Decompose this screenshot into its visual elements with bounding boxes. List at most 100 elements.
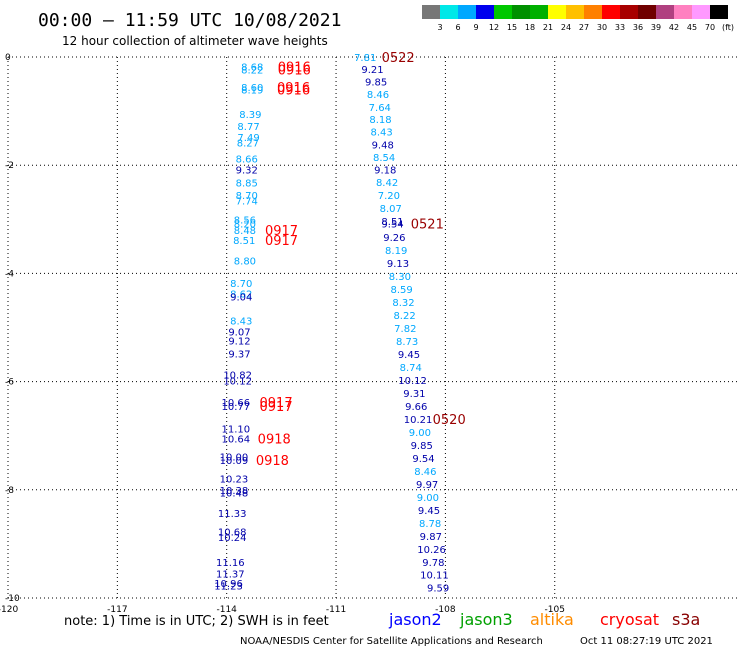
swh-value: 9.97 xyxy=(416,480,438,491)
swh-value: 9.18 xyxy=(374,166,396,177)
pass-time-label: 0917 xyxy=(260,400,293,415)
x-tick-label: -108 xyxy=(435,605,456,615)
pass-time-label: 0916 xyxy=(277,81,310,96)
colorbar-swatch xyxy=(422,5,440,19)
swh-value: 10.12 xyxy=(398,376,427,387)
colorbar-swatch xyxy=(512,5,530,19)
swh-value: 8.27 xyxy=(237,138,259,149)
swh-value: 10.64 xyxy=(221,434,250,445)
swh-value: 11.33 xyxy=(218,509,247,520)
swh-value: 10.24 xyxy=(218,533,247,544)
swh-value: 10.21 xyxy=(404,415,433,426)
y-tick-label: -6 xyxy=(5,378,14,388)
colorbar-label: 24 xyxy=(561,23,571,32)
colorbar-swatch xyxy=(710,5,728,19)
pass-time-label: 0917 xyxy=(265,224,298,239)
swh-value: 11.16 xyxy=(216,558,245,569)
data-marks: 7.819.219.858.467.648.188.439.488.549.18… xyxy=(214,51,466,595)
swh-value: 8.46 xyxy=(414,467,436,478)
pass-time-label: 0916 xyxy=(278,61,311,76)
colorbar-label: 30 xyxy=(597,23,607,32)
swh-value: 11.10 xyxy=(221,425,250,436)
swh-value: 8.56 xyxy=(234,215,256,226)
colorbar-label: 3 xyxy=(437,23,442,32)
colorbar-label: 42 xyxy=(669,23,679,32)
chart-title: 00:00 – 11:59 UTC 10/08/2021 xyxy=(38,10,341,31)
timestamp: Oct 11 08:27:19 UTC 2021 xyxy=(580,636,713,647)
swh-value: 9.00 xyxy=(409,428,431,439)
x-tick-label: -111 xyxy=(326,605,346,615)
colorbar-label: 45 xyxy=(687,23,697,32)
swh-value: 8.07 xyxy=(380,204,402,215)
mission-legend-item: altika xyxy=(530,610,574,629)
swh-value: 7.81 xyxy=(354,53,376,64)
swh-value: 9.78 xyxy=(422,558,444,569)
colorbar-label: 18 xyxy=(525,23,535,32)
swh-value: 8.62 xyxy=(230,289,252,300)
swh-value: 9.32 xyxy=(236,166,258,177)
swh-value: 9.66 xyxy=(405,402,427,413)
swh-value: 9.45 xyxy=(418,506,440,517)
colorbar-swatch xyxy=(602,5,620,19)
colorbar-swatch xyxy=(674,5,692,19)
credit-line: NOAA/NESDIS Center for Satellite Applica… xyxy=(240,636,543,647)
colorbar-swatch xyxy=(458,5,476,19)
y-tick-label: -10 xyxy=(5,594,20,604)
swh-value: 8.68 xyxy=(241,63,263,74)
swh-value: 8.73 xyxy=(396,337,418,348)
swh-value: 8.70 xyxy=(230,279,252,290)
swh-value: 8.32 xyxy=(392,298,414,309)
swh-value: 8.43 xyxy=(370,128,392,139)
colorbar-swatch xyxy=(692,5,710,19)
swh-value: 8.18 xyxy=(369,115,391,126)
colorbar-label: (ft) xyxy=(722,23,734,32)
x-tick-label: -120 xyxy=(0,605,18,615)
colorbar-swatch xyxy=(638,5,656,19)
colorbar-label: 33 xyxy=(615,23,625,32)
colorbar-label: 27 xyxy=(579,23,589,32)
colorbar-swatch xyxy=(494,5,512,19)
x-tick-label: -114 xyxy=(216,605,237,615)
swh-value: 9.54 xyxy=(381,220,403,231)
swh-value: 10.12 xyxy=(223,377,252,388)
swh-value: 8.66 xyxy=(236,155,258,166)
swh-value: 8.42 xyxy=(376,178,398,189)
swh-value: 9.07 xyxy=(228,327,250,338)
swh-value: 10.11 xyxy=(420,571,449,582)
y-tick-label: -8 xyxy=(5,486,14,496)
swh-value: 8.54 xyxy=(373,153,395,164)
swh-value: 8.20 xyxy=(234,220,256,231)
pass-time-label: 0917 xyxy=(265,234,298,249)
swh-value: 10.77 xyxy=(221,402,250,413)
swh-value: 10.68 xyxy=(218,527,247,538)
swh-value: 8.30 xyxy=(389,272,411,283)
swh-value: 8.39 xyxy=(239,110,261,121)
swh-value: 9.45 xyxy=(398,350,420,361)
swh-value: 8.51 xyxy=(233,236,255,247)
x-tick-label: -105 xyxy=(545,605,565,615)
swh-value: 8.22 xyxy=(241,65,263,76)
swh-value: 7.20 xyxy=(378,191,400,202)
swh-value: 9.37 xyxy=(228,349,250,360)
swh-value: 10.96 xyxy=(214,579,243,590)
colorbar-swatch xyxy=(530,5,548,19)
colorbar-label: 12 xyxy=(489,23,499,32)
mission-legend-item: cryosat xyxy=(600,610,659,629)
colorbar-label: 6 xyxy=(455,23,460,32)
pass-time-label: 0918 xyxy=(258,432,291,447)
pass-time-label: 0522 xyxy=(382,51,415,66)
pass-time-label: 0916 xyxy=(277,83,310,98)
swh-value: 7.64 xyxy=(369,103,391,114)
colorbar-swatch xyxy=(548,5,566,19)
y-tick-label: 0 xyxy=(5,53,11,63)
swh-value: 10.26 xyxy=(417,545,446,556)
swh-value: 9.00 xyxy=(417,493,439,504)
colorbar-swatch xyxy=(566,5,584,19)
swh-value: 10.48 xyxy=(220,489,249,500)
pass-time-label: 0917 xyxy=(260,396,293,411)
colorbar-label: 36 xyxy=(633,23,643,32)
swh-value: 10.23 xyxy=(220,474,249,485)
x-tick-label: -117 xyxy=(107,605,127,615)
swh-value: 9.48 xyxy=(372,141,394,152)
swh-value: 10.82 xyxy=(223,371,252,382)
